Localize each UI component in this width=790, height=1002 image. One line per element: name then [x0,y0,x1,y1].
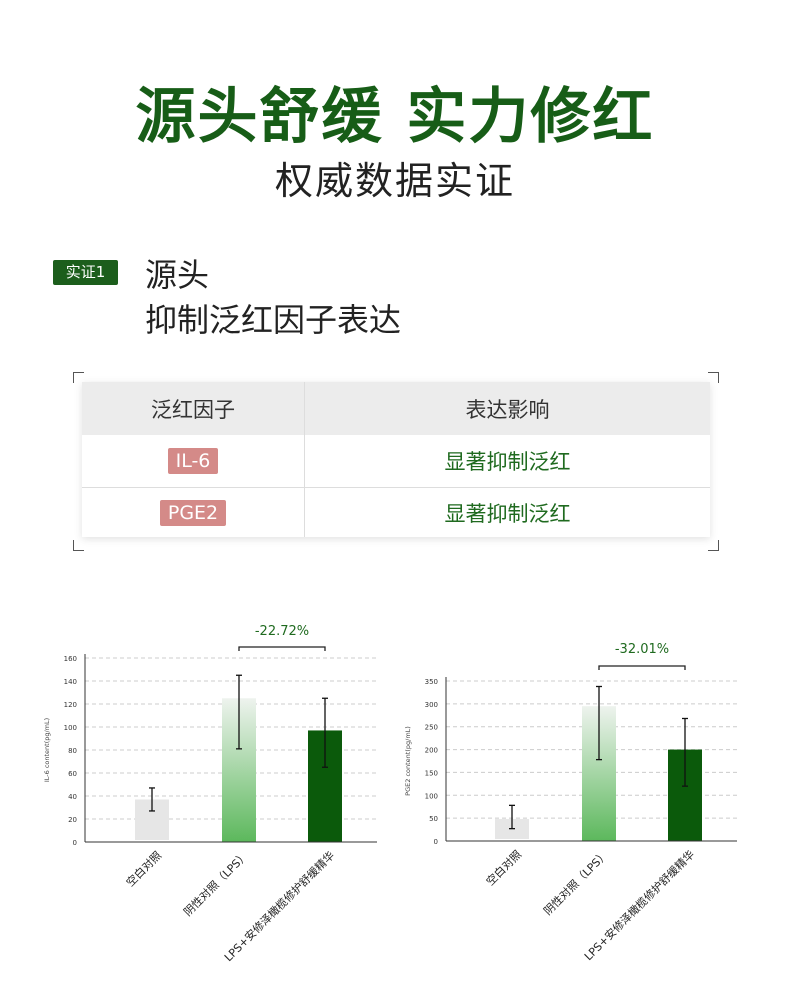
y-tick-label: 40 [68,793,77,801]
corner-bracket [708,540,719,551]
main-title: 源头舒缓 实力修红 [135,82,655,152]
section-heading-1: 源头 [145,256,210,294]
y-tick-label: 100 [64,724,77,732]
annotation-label: -32.01% [615,642,669,657]
y-tick-label: 0 [73,839,77,847]
y-tick-label: 0 [434,838,438,846]
factor-table: 泛红因子 表达影响 IL-6 显著抑制泛红 PGE2 显著抑制泛红 [82,382,710,537]
y-tick-label: 50 [429,815,438,823]
effect-text: 显著抑制泛红 [444,501,571,526]
comparison-bracket [598,665,686,670]
header-effect: 表达影响 [304,382,710,435]
subtitle: 权威数据实证 [274,159,515,203]
x-tick-label: 空白对照 [123,848,164,889]
annotation-label: -22.72% [255,624,309,639]
comparison-bracket [238,646,326,651]
y-axis-label: IL-6 content(pg/mL) [43,718,51,782]
y-tick-label: 160 [64,655,77,663]
y-tick-label: 120 [64,701,77,709]
header-factor: 泛红因子 [151,397,235,422]
y-tick-label: 300 [425,701,438,709]
corner-bracket [73,372,84,383]
y-tick-label: 60 [68,770,77,778]
x-tick-label: 空白对照 [483,847,524,888]
section-heading-2: 抑制泛红因子表达 [145,301,402,339]
factor-pill: PGE2 [159,499,227,526]
corner-bracket [73,540,84,551]
y-tick-label: 150 [425,769,438,777]
y-tick-label: 350 [425,678,438,686]
effect-text: 显著抑制泛红 [444,450,571,474]
y-tick-label: 140 [64,678,77,686]
x-tick-label: 阴性对照（LPS） [181,848,252,919]
factor-pill: IL-6 [167,448,219,474]
y-tick-label: 100 [425,792,438,800]
pge2-chart: 0 50 100 150 200 250 300 350 PGE2 content(pg/mL)… [404,642,737,963]
y-tick-label: 20 [68,816,77,824]
table-row: PGE2 显著抑制泛红 [82,488,710,537]
y-tick-label: 250 [425,724,438,732]
y-axis-label: PGE2 content(pg/mL) [404,726,412,796]
y-tick-label: 80 [68,747,77,755]
evidence-badge: 实证1 [53,260,118,285]
table-row: IL-6 显著抑制泛红 [82,435,710,488]
table-header: 泛红因子 表达影响 [82,382,710,435]
corner-bracket [708,372,719,383]
il6-chart: 0 20 40 60 80 100 120 140 160 IL-6 content(pg/mL)… [43,624,377,964]
y-tick-label: 200 [425,747,438,755]
x-tick-label: 阴性对照（LPS） [541,847,612,918]
